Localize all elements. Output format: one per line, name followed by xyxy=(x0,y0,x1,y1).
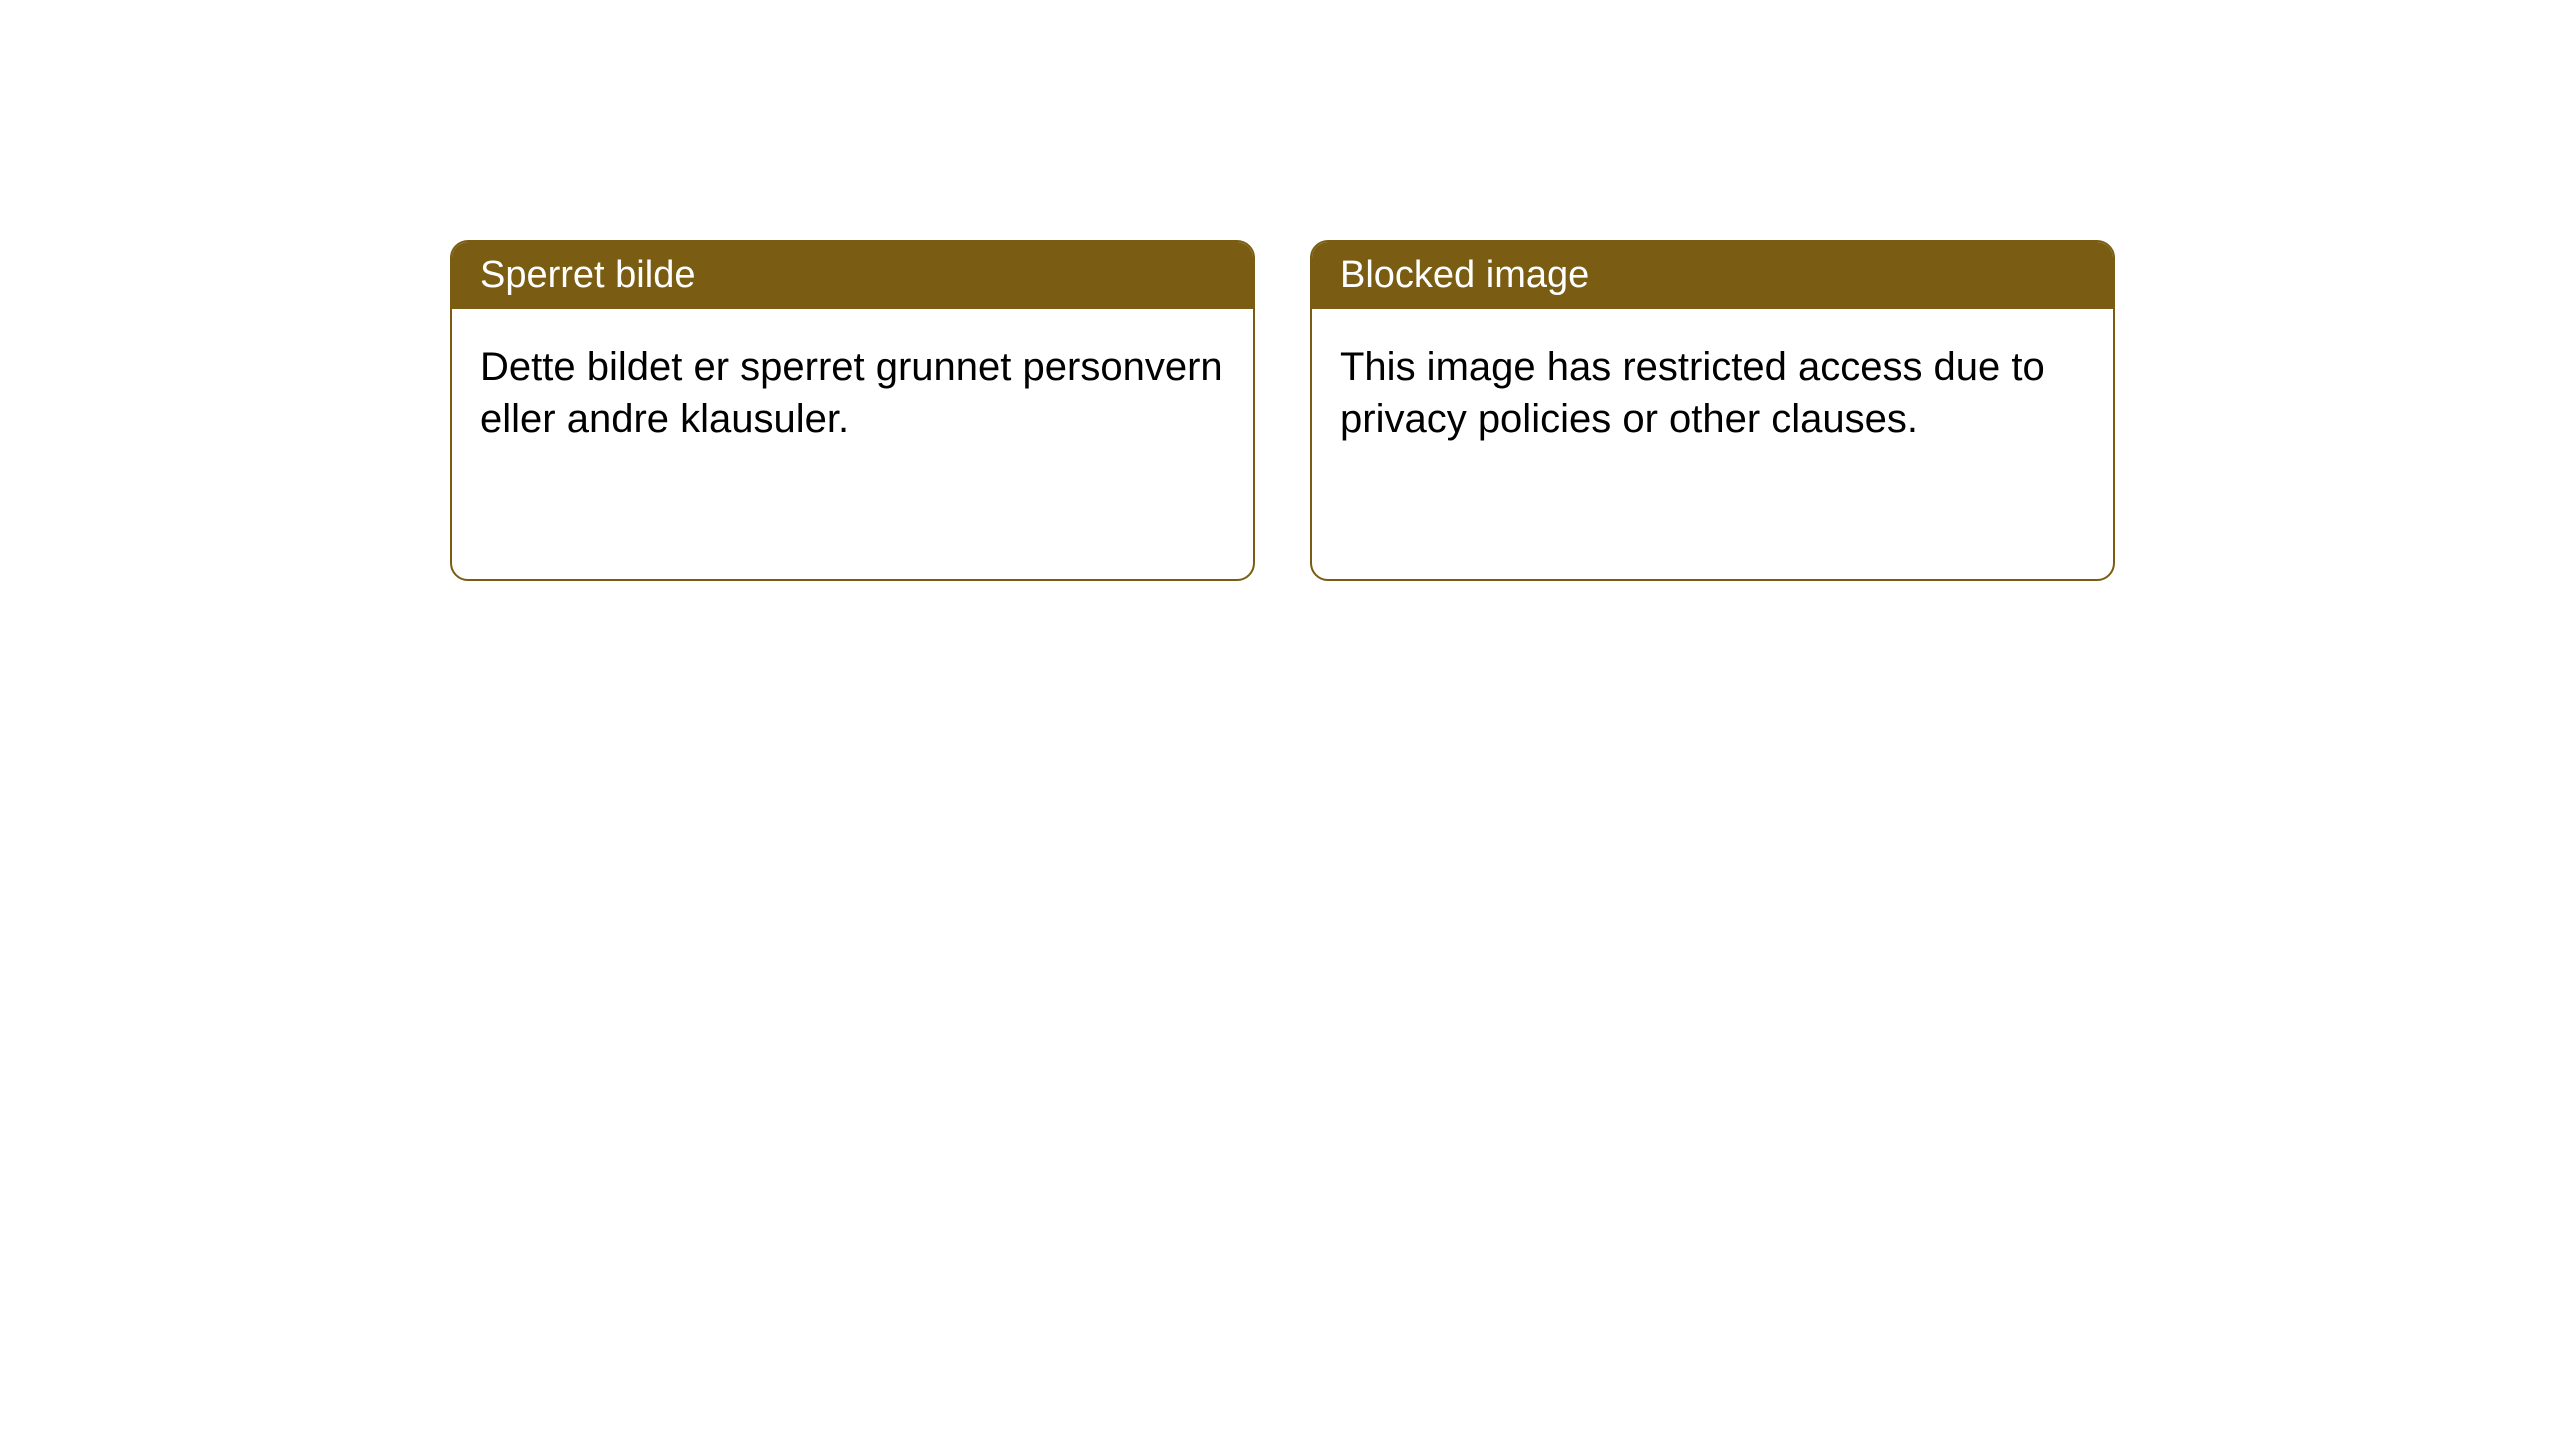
body-text: Dette bildet er sperret grunnet personve… xyxy=(480,345,1223,441)
notice-header-english: Blocked image xyxy=(1312,242,2113,309)
notice-body-norwegian: Dette bildet er sperret grunnet personve… xyxy=(452,309,1253,579)
notice-card-norwegian: Sperret bilde Dette bildet er sperret gr… xyxy=(450,240,1255,581)
header-text: Sperret bilde xyxy=(480,254,695,296)
header-text: Blocked image xyxy=(1340,254,1589,296)
notice-container: Sperret bilde Dette bildet er sperret gr… xyxy=(450,240,2115,581)
notice-header-norwegian: Sperret bilde xyxy=(452,242,1253,309)
notice-card-english: Blocked image This image has restricted … xyxy=(1310,240,2115,581)
body-text: This image has restricted access due to … xyxy=(1340,345,2045,441)
notice-body-english: This image has restricted access due to … xyxy=(1312,309,2113,579)
